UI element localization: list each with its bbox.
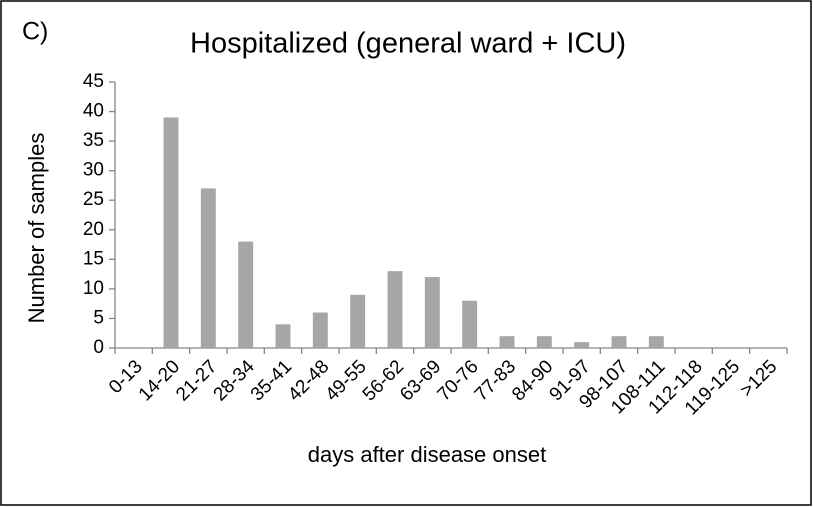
bar <box>238 241 254 348</box>
bar <box>424 277 440 348</box>
y-tick-label: 35 <box>83 130 104 151</box>
x-axis-label: days after disease onset <box>308 442 546 467</box>
bar <box>350 294 366 348</box>
bar <box>648 336 664 348</box>
y-tick-label: 30 <box>83 160 104 181</box>
bar <box>536 336 552 348</box>
y-axis-label: Number of samples <box>24 133 49 324</box>
y-tick-label: 45 <box>83 71 104 92</box>
bar <box>574 342 590 348</box>
y-tick-label: 25 <box>83 189 104 210</box>
y-tick-label: 20 <box>83 219 104 240</box>
bar <box>611 336 627 348</box>
y-tick-label: 5 <box>93 307 104 328</box>
y-tick-label: 40 <box>83 101 104 122</box>
bar <box>312 312 328 348</box>
bar <box>387 271 403 348</box>
y-tick-label: 10 <box>83 278 104 299</box>
y-tick-label: 0 <box>93 337 104 358</box>
bar <box>163 117 179 348</box>
panel-label: C) <box>22 18 48 46</box>
bar <box>200 188 216 348</box>
chart-title: Hospitalized (general ward + ICU) <box>190 28 626 60</box>
bar <box>462 300 478 348</box>
y-tick-label: 15 <box>83 248 104 269</box>
bar <box>275 324 291 348</box>
bar <box>499 336 515 348</box>
